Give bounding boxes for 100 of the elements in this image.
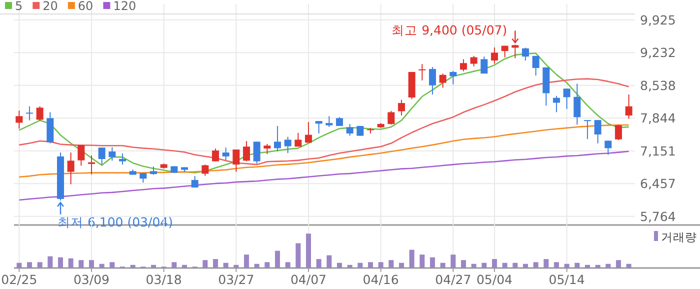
bar — [16, 262, 22, 268]
bar — [48, 256, 53, 268]
bar — [88, 260, 94, 268]
candlestick — [512, 44, 519, 59]
bar — [595, 264, 600, 268]
candlestick — [574, 83, 581, 126]
candlestick — [470, 55, 478, 67]
bar — [616, 260, 621, 268]
bar — [378, 262, 384, 268]
bar — [522, 264, 528, 268]
candlestick — [274, 125, 281, 152]
y-tick-label: 8,538 — [640, 78, 676, 93]
bar — [460, 260, 466, 268]
bar — [202, 260, 208, 268]
candlestick — [242, 140, 250, 162]
bar — [554, 262, 559, 268]
bar — [584, 264, 590, 268]
candlestick — [16, 110, 23, 130]
bar — [172, 262, 177, 268]
bar — [358, 262, 363, 268]
bar — [409, 250, 414, 268]
candlestick — [36, 106, 44, 122]
candlestick — [140, 172, 147, 184]
bar — [420, 254, 425, 268]
candlestick — [480, 56, 488, 74]
x-tick-label: 04/27 — [435, 272, 472, 287]
bar — [512, 262, 518, 268]
candlestick — [398, 99, 405, 116]
x-tick-label: 04/16 — [362, 272, 399, 287]
bar — [244, 254, 249, 268]
bar — [130, 264, 136, 268]
bar — [388, 260, 394, 268]
candlestick — [98, 147, 106, 166]
candlestick — [584, 120, 591, 140]
bar — [450, 254, 456, 268]
candlestick — [294, 132, 302, 148]
legend-label: 20 — [42, 0, 58, 13]
bar — [440, 262, 446, 268]
x-tick-label: 03/09 — [73, 272, 110, 287]
bar — [326, 255, 332, 268]
bar — [606, 264, 611, 268]
bar — [27, 262, 32, 268]
bar — [626, 264, 632, 268]
legend-label: 5 — [15, 0, 23, 13]
x-tick-label: 03/18 — [146, 272, 182, 287]
candlestick — [460, 58, 467, 72]
annotation: 최고 9,400 (05/07) — [392, 22, 508, 38]
candlestick — [108, 146, 116, 162]
bar — [110, 262, 115, 268]
bar — [58, 257, 63, 268]
bar — [274, 250, 280, 268]
candlestick — [284, 136, 292, 154]
candlestick — [450, 70, 457, 85]
candlestick — [490, 46, 498, 64]
legend-label: 120 — [113, 0, 136, 13]
x-tick-label: 04/07 — [290, 272, 326, 287]
bar — [533, 262, 538, 268]
candlestick — [118, 152, 126, 166]
candlestick — [26, 106, 33, 121]
candlestick — [88, 154, 95, 175]
bar — [502, 262, 508, 268]
bar — [99, 264, 104, 268]
bar — [182, 264, 187, 268]
candlestick — [439, 73, 446, 88]
candlestick — [67, 152, 74, 185]
y-tick-label: 9,232 — [640, 45, 676, 60]
y-tick-label: 5,764 — [640, 208, 676, 224]
bar — [564, 264, 570, 268]
candlestick — [202, 164, 209, 176]
candlestick — [264, 143, 271, 155]
bar — [150, 264, 156, 268]
candlestick — [563, 88, 570, 110]
x-tick-label: 05/14 — [548, 272, 585, 287]
candlestick — [304, 122, 312, 144]
candlestick — [326, 116, 333, 128]
candlestick — [625, 94, 632, 120]
bar — [306, 234, 311, 268]
bar — [296, 243, 301, 268]
bar — [285, 262, 290, 268]
bar — [471, 264, 476, 268]
bar — [264, 262, 270, 268]
legend-label: 60 — [78, 0, 94, 13]
bar — [78, 260, 84, 268]
bar — [347, 264, 352, 268]
candlestick — [212, 148, 219, 162]
annotation: 최저 6,100 (03/04) — [58, 214, 174, 230]
candlestick — [604, 140, 612, 156]
bar — [544, 259, 549, 268]
bar — [212, 259, 218, 268]
bar — [68, 258, 74, 268]
candlestick — [428, 66, 436, 96]
y-tick-label: 7,151 — [640, 143, 676, 158]
x-tick-label: 02/25 — [1, 272, 38, 287]
bar — [316, 259, 322, 268]
candlestick — [614, 124, 622, 141]
bar — [398, 262, 404, 268]
bar — [37, 262, 42, 268]
x-tick-label: 05/04 — [476, 272, 513, 287]
bar — [234, 264, 239, 268]
y-tick-label: 6,457 — [640, 176, 676, 192]
